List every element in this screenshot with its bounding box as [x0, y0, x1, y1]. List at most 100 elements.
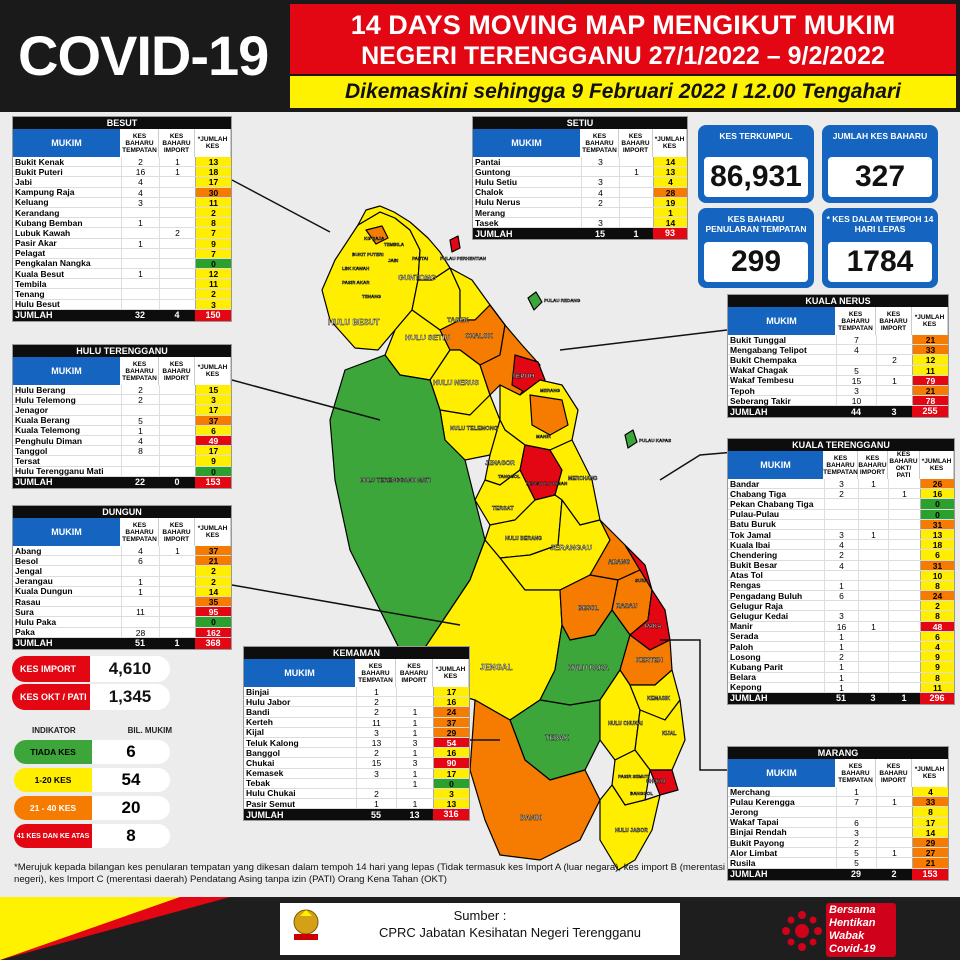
row-mukim: Hulu Chukai [246, 788, 296, 799]
col-mukim: MUKIM [13, 357, 121, 385]
table-row: Alor Limbat 5 1 27 [728, 848, 948, 859]
row-import [858, 519, 888, 529]
table-row: Wakaf Tapai 6 17 [728, 817, 948, 828]
pill-kes-import-value: 4,610 [90, 656, 170, 682]
row-import [858, 540, 888, 550]
total-jumlah: 153 [195, 476, 231, 488]
table-row: Wakaf Chagak 5 11 [728, 365, 948, 376]
row-import [159, 576, 195, 586]
total-value: 51 [835, 693, 846, 704]
col-import: KES BAHARU IMPORT [876, 759, 912, 787]
row-jumlah: 7 [195, 248, 231, 259]
table-row: Binjai 1 17 [244, 686, 469, 698]
table-row: Hulu Terengganu Mati 0 [13, 466, 231, 477]
row-import [619, 207, 653, 218]
row-tempatan [121, 289, 159, 299]
table-row: Kuala Ibai 4 18 [728, 540, 954, 551]
col-jumlah: *JUMLAH KES [195, 129, 231, 157]
row-import [876, 345, 912, 355]
row-tempatan: 4 [581, 187, 619, 198]
indicator-header: INDIKATOR BIL. MUKIM [32, 726, 172, 735]
total-jumlah: 93 [653, 228, 687, 240]
row-import: 1 [876, 797, 912, 807]
panel-hulu-terengganu: HULU TERENGGANU MUKIM KES BAHARU TEMPATAN K… [12, 344, 232, 489]
col-jumlah: *JUMLAH KES [653, 129, 687, 157]
row-jumlah: 3 [433, 788, 469, 799]
row-tempatan: 4 [824, 560, 858, 571]
col-mukim: MUKIM [13, 518, 121, 546]
indicator-row-21-40: 21 - 40 KES 20 [14, 796, 170, 820]
row-tempatan: 4 [121, 177, 159, 187]
row-jumlah: 0 [433, 778, 469, 789]
panel-header: MUKIM KES BAHARU TEMPATAN KES BAHARU IMPOR… [13, 129, 231, 157]
row-mukim: Binjai [246, 686, 270, 697]
row-import [159, 456, 195, 466]
row-jumlah: 19 [653, 197, 687, 208]
row-okt [888, 519, 920, 529]
row-import [159, 289, 195, 299]
row-mukim: Wakaf Tembesu [730, 375, 794, 386]
stat-jumlah-baharu-value: 327 [828, 157, 932, 197]
table-row: Batu Buruk 31 [728, 519, 954, 530]
row-mukim: Pelagat [15, 248, 46, 259]
panel-header: MUKIM KES BAHARU TEMPATAN KES BAHARU IMPOR… [728, 307, 948, 335]
panel-title: BESUT [13, 117, 231, 129]
map-label-manir: MANIR [536, 434, 551, 439]
table-row: Kubang Parit 1 9 [728, 662, 954, 673]
row-import: 1 [858, 529, 888, 540]
row-tempatan: 11 [356, 717, 396, 728]
row-import [858, 570, 888, 580]
row-mukim: Lubuk Kawah [15, 227, 71, 238]
row-mukim: Wakaf Tapai [730, 817, 779, 828]
row-mukim: Kepong [730, 682, 762, 693]
row-jumlah: 95 [195, 607, 231, 617]
row-tempatan: 3 [356, 768, 396, 779]
map-label-pulau-kapas: PULAU KAPAS [639, 438, 671, 443]
row-tempatan: 2 [121, 395, 159, 405]
row-okt [888, 601, 920, 611]
row-tempatan: 3 [824, 529, 858, 540]
row-tempatan [121, 617, 159, 627]
row-import: 1 [396, 707, 433, 717]
panel-kuala-terengganu: KUALA TERENGGANU MUKIM KES BAHARU TEMPATAN… [727, 438, 955, 705]
row-mukim: Wakaf Chagak [730, 365, 788, 376]
row-tempatan [824, 519, 858, 529]
row-jumlah: 16 [433, 697, 469, 707]
row-jumlah: 0 [195, 466, 231, 477]
row-mukim: Rengas [730, 580, 761, 591]
row-tempatan: 2 [356, 748, 396, 758]
row-mukim: Kubang Bemban [15, 217, 83, 228]
table-row: Bukit Kenak 2 1 13 [13, 157, 231, 168]
row-mukim: Jenagor [15, 404, 49, 415]
row-mukim: Bukit Tunggal [730, 334, 787, 345]
table-row: Pasir Semut 1 1 13 [244, 798, 469, 810]
table-row: Sura 11 95 [13, 607, 231, 618]
row-import [858, 499, 888, 509]
panel-dungun: DUNGUN MUKIM KES BAHARU TEMPATAN KES BAHARU… [12, 505, 232, 650]
row-jumlah: 14 [912, 827, 948, 838]
panel-header: MUKIM KES BAHARU TEMPATAN KES BAHARU IMPOR… [13, 518, 231, 546]
row-tempatan: 11 [121, 607, 159, 617]
indicator-label: 41 KES DAN KE ATAS [14, 824, 92, 848]
row-mukim: Pasir Semut [246, 798, 296, 809]
table-row: Kuala Dungun 1 14 [13, 586, 231, 597]
row-tempatan: 2 [356, 707, 396, 717]
row-mukim: Jerong [730, 806, 759, 817]
col-jumlah: *JUMLAH KES [920, 451, 954, 479]
table-row: Pengkalan Nangka 0 [13, 258, 231, 270]
table-row: Tenang 2 [13, 289, 231, 300]
total-jumlah: 296 [920, 692, 954, 704]
table-row: Kuala Besut 1 12 [13, 269, 231, 280]
map-label-guntong: GUNTONG [398, 273, 436, 282]
map-label-kg-raja: KG RAJA [364, 236, 385, 241]
map-label-bandi: BANDI [520, 815, 542, 822]
table-row: Hulu Chukai 2 3 [244, 788, 469, 800]
row-mukim: Tanggol [15, 445, 48, 456]
row-tempatan: 2 [121, 157, 159, 167]
stat-penularan-tempatan: KES BAHARU PENULARAN TEMPATAN 299 [698, 208, 814, 288]
table-row: Rengas 1 8 [728, 580, 954, 592]
row-jumlah: 11 [920, 682, 954, 693]
row-tempatan: 3 [824, 611, 858, 621]
table-row: Tanggol 8 17 [13, 445, 231, 457]
row-mukim: Tok Jamal [730, 529, 771, 540]
